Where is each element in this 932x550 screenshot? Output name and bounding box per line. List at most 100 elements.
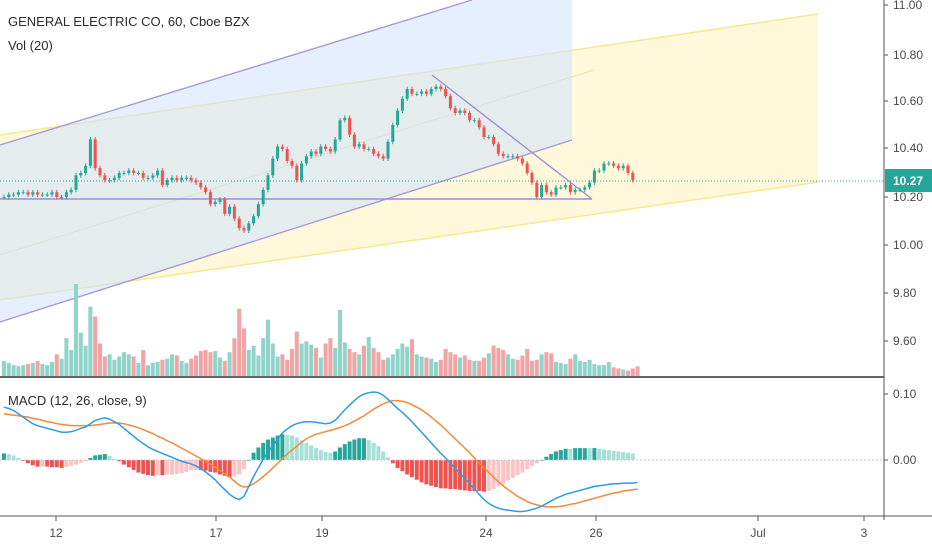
volume-bar bbox=[26, 364, 30, 376]
candle-body bbox=[280, 146, 284, 149]
symbol-legend[interactable]: GENERAL ELECTRIC CO, 60, Cboe BZX bbox=[8, 14, 250, 29]
candle bbox=[424, 89, 428, 97]
candle-body bbox=[122, 173, 126, 174]
volume-bar bbox=[280, 354, 285, 376]
candle-body bbox=[146, 177, 150, 179]
candle bbox=[36, 189, 40, 197]
macd-histogram-bar bbox=[208, 460, 213, 472]
macd-legend[interactable]: MACD (12, 26, close, 9) bbox=[8, 393, 147, 408]
candle bbox=[256, 201, 260, 219]
macd-histogram-bar bbox=[626, 452, 630, 460]
macd-histogram-bar bbox=[16, 458, 21, 460]
current-price-tag bbox=[885, 169, 932, 192]
price-axis[interactable]: 11.00 10.80 10.60 10.40 10.20 10.00 9.80… bbox=[884, 0, 932, 348]
candle-body bbox=[79, 173, 83, 176]
macd-histogram-bar bbox=[554, 451, 558, 460]
volume-bar bbox=[74, 284, 78, 376]
macd-histogram-bar bbox=[419, 460, 424, 483]
volume-bar bbox=[64, 338, 69, 376]
candle-body bbox=[520, 158, 524, 164]
candle bbox=[93, 137, 97, 171]
candle bbox=[55, 189, 59, 200]
candle bbox=[367, 146, 371, 152]
candle-body bbox=[324, 146, 328, 149]
macd-histogram-bar bbox=[333, 451, 338, 460]
volume-bar bbox=[472, 360, 477, 376]
candle bbox=[482, 125, 486, 140]
candle bbox=[415, 91, 419, 97]
candle bbox=[184, 175, 188, 181]
candle-body bbox=[554, 187, 558, 195]
candle bbox=[348, 115, 352, 137]
candle-body bbox=[616, 165, 620, 169]
macd-histogram-bar bbox=[400, 460, 405, 472]
macd-histogram-bar bbox=[630, 453, 635, 460]
purple-channel-upper-line[interactable] bbox=[0, 0, 473, 146]
candle bbox=[261, 187, 265, 207]
macd-axis[interactable]: 0.10 0.00 bbox=[884, 387, 917, 467]
candle bbox=[559, 185, 563, 190]
candle-body bbox=[463, 110, 467, 113]
macd-histogram-bar bbox=[213, 460, 218, 473]
purple-channel-lower-line[interactable] bbox=[0, 139, 573, 323]
volume-bar bbox=[69, 350, 74, 376]
candle bbox=[530, 170, 534, 185]
candle-body bbox=[194, 180, 198, 183]
candle-body bbox=[333, 139, 337, 152]
candle bbox=[40, 192, 44, 197]
candle bbox=[314, 149, 318, 157]
macd-line[interactable] bbox=[3, 391, 638, 513]
macd-histogram-bar bbox=[131, 460, 136, 470]
candle-body bbox=[588, 182, 592, 188]
price-tick-label: 9.80 bbox=[893, 286, 917, 300]
candle-body bbox=[415, 93, 419, 95]
volume-legend[interactable]: Vol (20) bbox=[8, 38, 53, 53]
current-price-label: 10.27 bbox=[893, 174, 923, 188]
volume-bar bbox=[275, 356, 280, 376]
volume-bar bbox=[587, 359, 592, 376]
candle-body bbox=[578, 189, 582, 191]
candle-body bbox=[204, 187, 208, 193]
candle-body bbox=[468, 113, 472, 121]
macd-histogram-bar bbox=[74, 460, 78, 465]
candle-body bbox=[381, 156, 385, 159]
volume-bar bbox=[179, 360, 184, 376]
candle-body bbox=[496, 144, 500, 154]
candle-body bbox=[252, 216, 256, 224]
macd-histogram-bar bbox=[443, 460, 448, 489]
time-axis[interactable]: 12 17 19 24 26 Jul 3 bbox=[49, 516, 868, 540]
candle-body bbox=[559, 187, 563, 189]
volume-bar bbox=[424, 357, 429, 376]
macd-histogram-bar bbox=[381, 451, 386, 460]
candle-body bbox=[386, 141, 390, 159]
macd-histogram-bar bbox=[40, 460, 45, 467]
macd-histogram-bar bbox=[602, 449, 606, 460]
volume-bar bbox=[602, 365, 606, 376]
macd-histogram-bar bbox=[578, 448, 582, 460]
trend-line[interactable] bbox=[431, 74, 593, 200]
macd-histogram-bar bbox=[59, 460, 64, 468]
candle-body bbox=[127, 170, 131, 173]
candle bbox=[2, 194, 6, 200]
macd-histogram-bar bbox=[458, 460, 462, 490]
volume-bar bbox=[381, 359, 386, 376]
volume-bar bbox=[98, 343, 102, 376]
candle bbox=[352, 132, 356, 149]
volume-bar bbox=[467, 359, 472, 376]
volume-bar bbox=[434, 361, 438, 376]
candle bbox=[554, 185, 558, 197]
volume-bar bbox=[597, 365, 602, 376]
candle-body bbox=[84, 165, 88, 173]
macd-histogram-bar bbox=[352, 439, 357, 460]
candle-body bbox=[184, 177, 188, 179]
yellow-channel-lower-line[interactable] bbox=[0, 181, 819, 301]
volume-bar bbox=[347, 348, 352, 376]
macd-histogram-bar bbox=[414, 460, 419, 480]
signal-line[interactable] bbox=[3, 399, 638, 508]
volume-bar bbox=[530, 360, 534, 376]
candle bbox=[74, 173, 78, 193]
volume-bar bbox=[54, 354, 59, 376]
candle-body bbox=[108, 180, 112, 182]
macd-histogram-bar bbox=[592, 448, 597, 460]
